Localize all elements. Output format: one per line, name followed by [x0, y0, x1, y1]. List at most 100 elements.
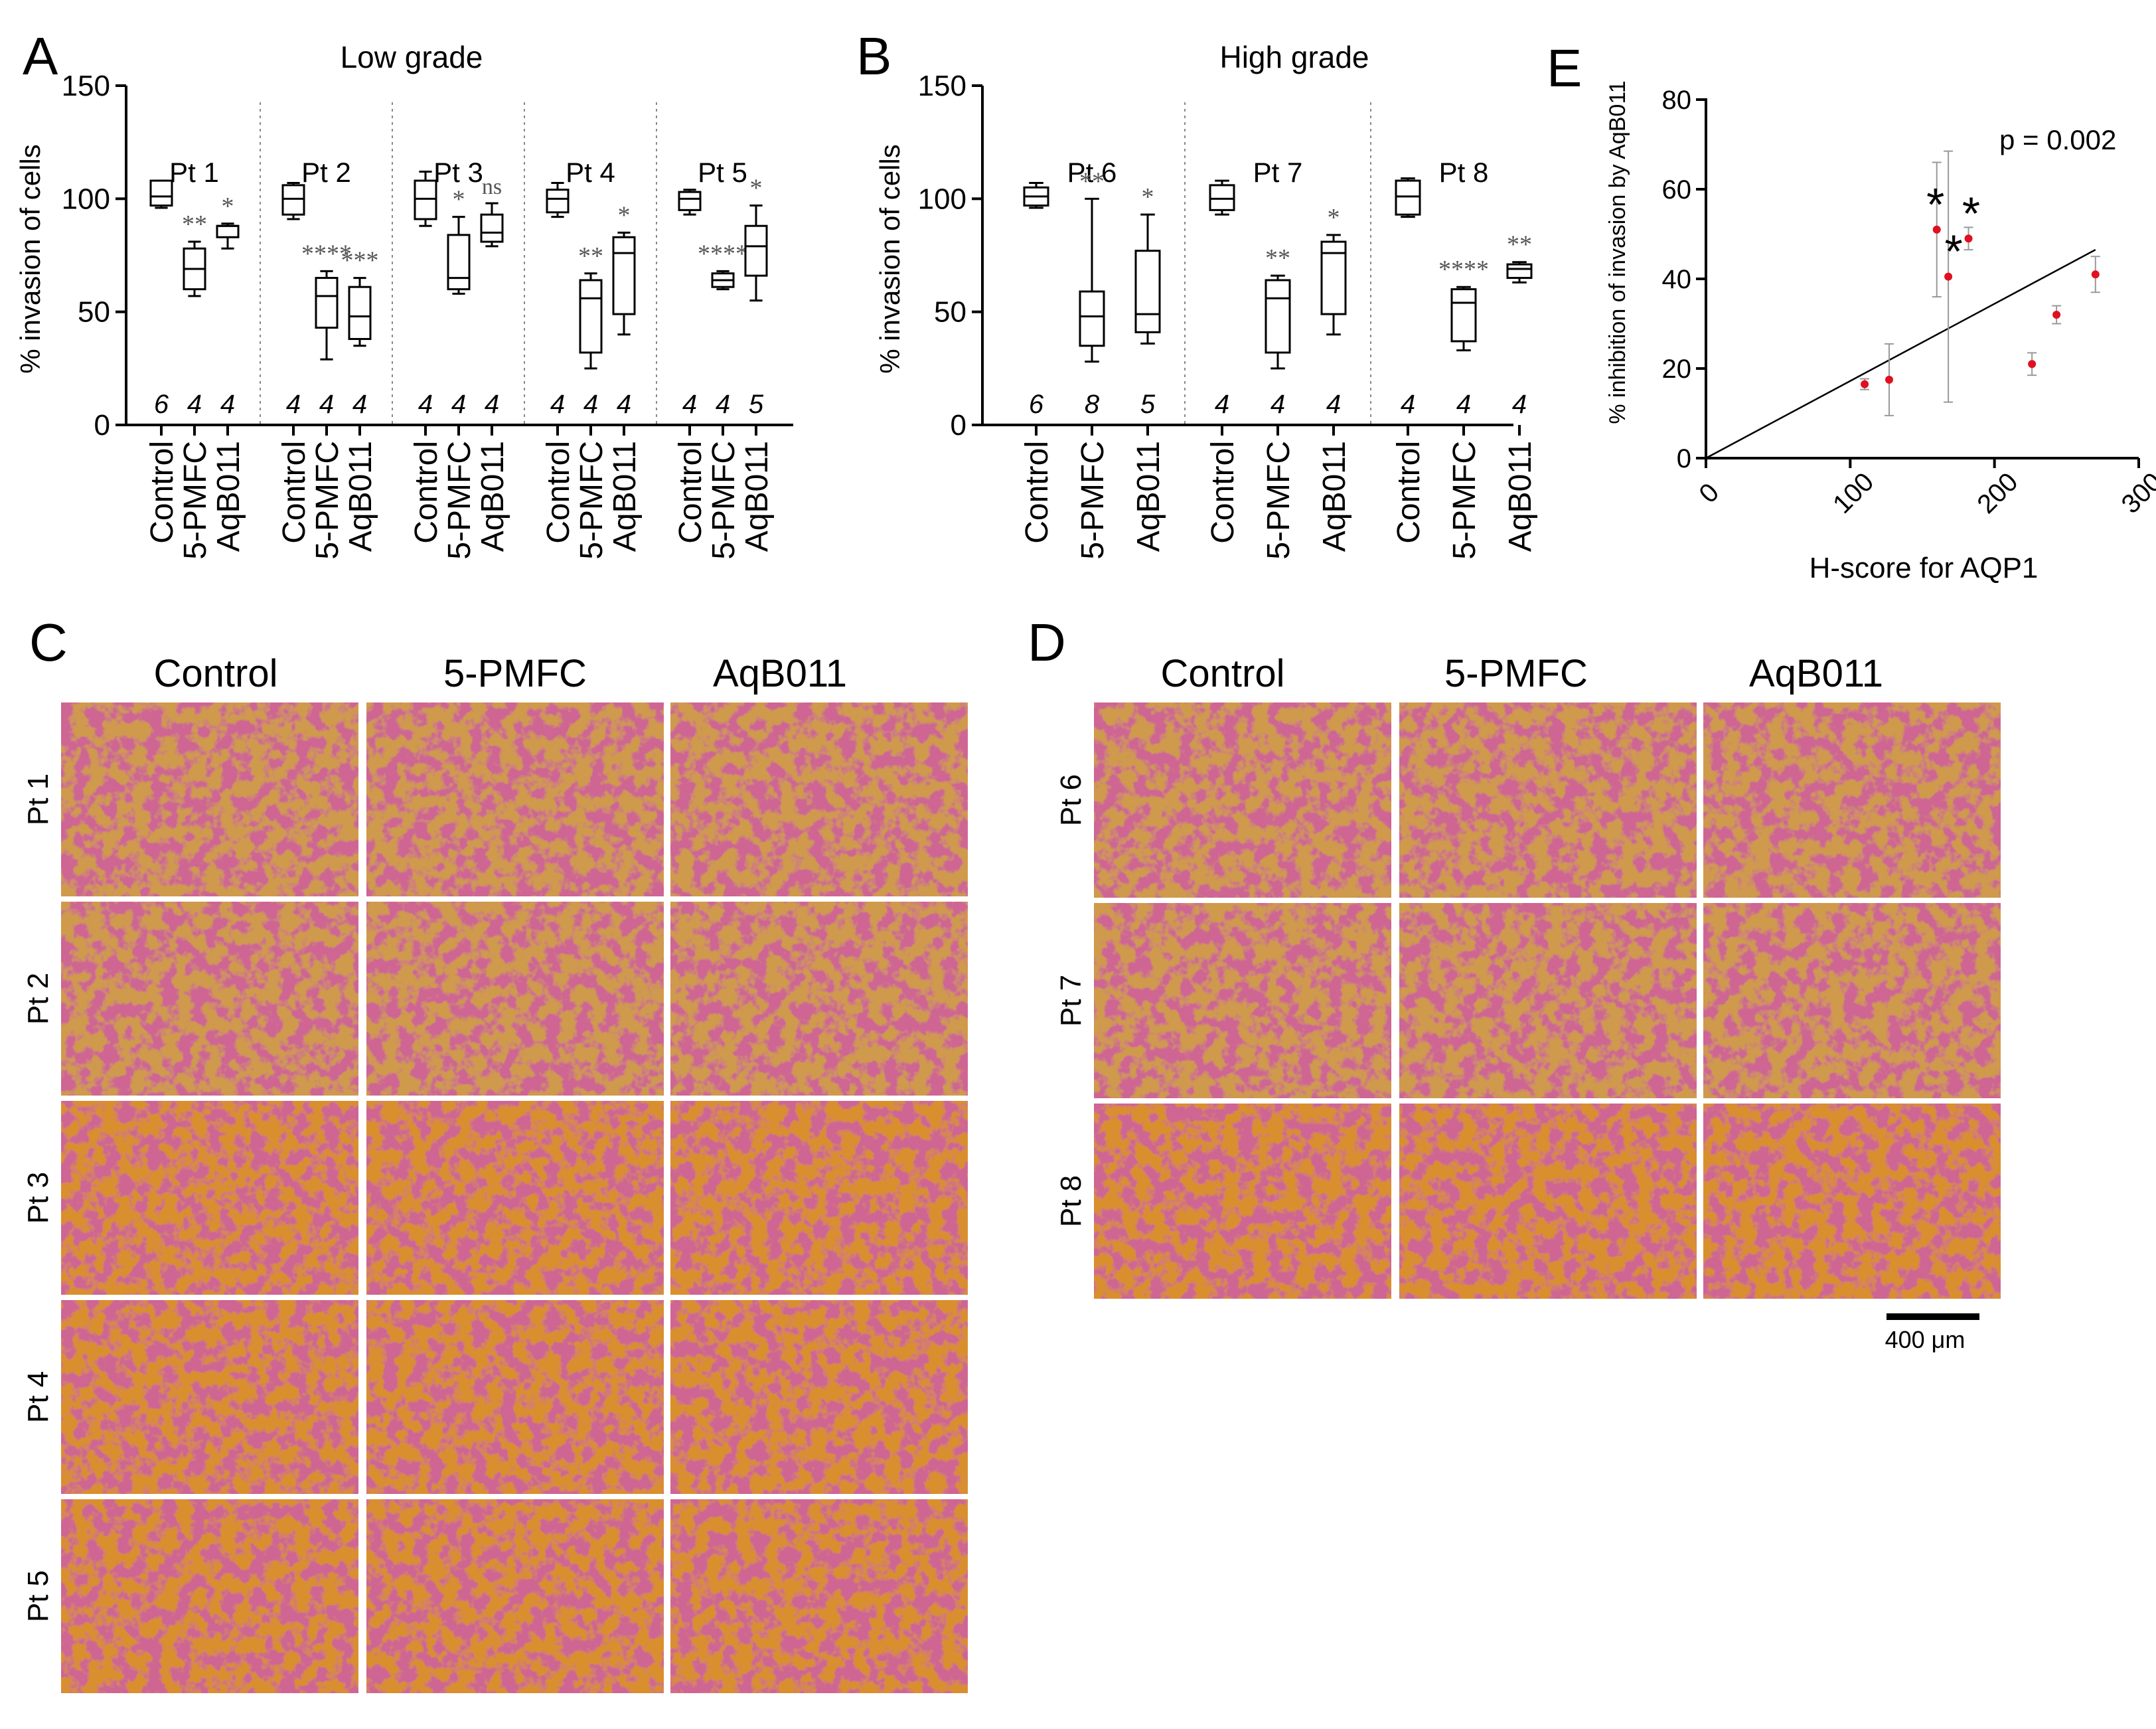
box-pt-5-5-pmfc-significance: ****	[698, 240, 748, 268]
box-pt-2-aqb011-significance: ***	[341, 247, 379, 275]
box-pt-8-aqb011-significance: **	[1507, 231, 1532, 259]
panel-letter-a: A	[23, 27, 58, 86]
box-pt-8-aqb011-x-label: AqB011	[1503, 441, 1538, 552]
box-pt-6-control-n: 6	[1029, 390, 1044, 419]
micrograph-pt-5-aqb011	[670, 1499, 968, 1693]
box-pt-5-aqb011-x-label: AqB011	[739, 441, 775, 552]
panel-letter-e: E	[1547, 39, 1582, 98]
box-pt-2-aqb011-x-label: AqB011	[343, 441, 378, 552]
box-pt-3-aqb011-n: 4	[485, 390, 499, 419]
x-tick-label-e-300: 300	[2116, 467, 2156, 519]
micrograph-pt-1-5-pmfc	[366, 702, 664, 896]
significance-star-1: *	[1944, 226, 1962, 278]
box-pt-1-5-pmfc-x-label: 5-PMFC	[178, 441, 213, 560]
box-pt-8-aqb011-iqr	[1506, 263, 1533, 280]
box-pt-7-aqb011-x-label: AqB011	[1317, 441, 1352, 552]
significance-star-2: *	[1962, 187, 1980, 239]
micrograph-pt-6-control	[1094, 702, 1391, 898]
box-pt-6-aqb011-x-label: AqB011	[1131, 441, 1166, 552]
box-pt-5-control-iqr	[678, 191, 702, 211]
row-label-pt-6: Pt 6	[1055, 774, 1087, 826]
box-pt-6-5-pmfc-significance: **	[1079, 167, 1105, 195]
row-label-pt-2: Pt 2	[22, 973, 54, 1025]
box-pt-1-aqb011-x-label: AqB011	[211, 441, 246, 552]
row-label-pt-5: Pt 5	[22, 1570, 54, 1622]
micrograph-pt-4-5-pmfc	[366, 1300, 664, 1494]
micrograph-pt-1-aqb011	[670, 702, 968, 896]
group-label-pt-7: Pt 7	[1253, 157, 1303, 188]
box-pt-4-aqb011-iqr	[612, 236, 636, 315]
row-label-pt-1: Pt 1	[22, 774, 54, 825]
group-label-pt-4: Pt 4	[566, 157, 615, 188]
box-pt-8-5-pmfc-n: 4	[1456, 390, 1471, 419]
row-label-pt-4: Pt 4	[22, 1371, 54, 1423]
micrograph-pt-7-5-pmfc	[1399, 903, 1697, 1098]
scatter-plot-inhibition: % inhibition of invasion by AqB011 H-sco…	[1605, 80, 2156, 584]
data-point-1	[1885, 375, 1894, 384]
box-pt-1-5-pmfc-n: 4	[187, 390, 202, 419]
box-pt-4-aqb011-n: 4	[617, 390, 631, 419]
box-pt-2-control-iqr	[281, 184, 305, 216]
box-pt-6-aqb011-iqr	[1134, 250, 1161, 333]
box-plot-high-grade: High grade % invasion of cells 0 50 100 150…	[874, 40, 1538, 560]
micrograph-pt-8-control	[1094, 1104, 1391, 1299]
column-header-aqb011-d: AqB011	[1749, 652, 1883, 695]
y-tick-label-e-0: 0	[1677, 444, 1691, 473]
box-pt-5-aqb011-significance: *	[750, 175, 763, 203]
micrograph-pt-3-control	[61, 1101, 358, 1295]
box-pt-3-5-pmfc-iqr	[447, 234, 471, 291]
box-pt-8-control-iqr	[1395, 179, 1421, 216]
box-pt-4-aqb011-significance: *	[618, 201, 631, 229]
chart-title-high-grade: High grade	[1219, 40, 1369, 74]
column-header-5pmfc-d: 5-PMFC	[1444, 652, 1588, 695]
regression-line	[1705, 249, 2096, 459]
y-tick-label-b-0: 0	[951, 409, 966, 442]
y-tick-label-e-20: 20	[1662, 355, 1692, 384]
box-pt-1-control-iqr	[149, 179, 173, 207]
group-label-pt-8: Pt 8	[1439, 157, 1489, 188]
box-pt-6-aqb011-significance: *	[1142, 183, 1154, 211]
box-pt-6-5-pmfc-n: 8	[1085, 390, 1100, 419]
y-axis-label-a: % invasion of cells	[15, 144, 46, 374]
box-pt-4-control-iqr	[546, 189, 570, 214]
micrograph-pt-6-aqb011	[1703, 702, 2001, 898]
group-label-pt-6: Pt 6	[1067, 157, 1117, 188]
box-pt-2-5-pmfc-iqr	[315, 277, 339, 329]
box-pt-5-control-n: 4	[682, 390, 697, 419]
box-pt-4-5-pmfc-iqr	[579, 279, 603, 354]
x-tick-label-e-200: 200	[1971, 467, 2023, 519]
column-header-control-d: Control	[1161, 652, 1285, 695]
micrograph-grid-low-grade: Control 5-PMFC AqB011 Pt 1 Pt 2 Pt 3 Pt 4 Pt…	[22, 652, 968, 1693]
box-pt-2-aqb011-n: 4	[352, 390, 367, 419]
micrograph-grid-high-grade: Control 5-PMFC AqB011 400 μm Pt 6 Pt 7 Pt …	[1055, 652, 2001, 1353]
micrograph-pt-7-control	[1094, 903, 1391, 1098]
box-pt-1-control-x-label: Control	[145, 441, 180, 544]
micrograph-pt-5-control	[61, 1499, 358, 1693]
micrograph-pt-2-control	[61, 902, 358, 1096]
x-tick-label-e-0: 0	[1693, 477, 1725, 509]
micrograph-pt-5-5-pmfc	[366, 1499, 664, 1693]
box-pt-4-aqb011-x-label: AqB011	[607, 441, 643, 552]
box-pt-6-control-x-label: Control	[1020, 441, 1055, 544]
box-pt-5-control-x-label: Control	[673, 441, 708, 544]
chart-title-low-grade: Low grade	[341, 40, 483, 74]
micrograph-pt-2-aqb011	[670, 902, 968, 1096]
box-pt-4-control-x-label: Control	[541, 441, 576, 544]
box-pt-3-5-pmfc-x-label: 5-PMFC	[442, 441, 477, 560]
y-axis-label-e: % inhibition of invasion by AqB011	[1605, 80, 1630, 424]
box-pt-1-aqb011-significance: *	[222, 193, 234, 220]
column-header-5pmfc-c: 5-PMFC	[443, 652, 587, 695]
box-pt-3-control-x-label: Control	[409, 441, 444, 544]
box-pt-3-control-iqr	[414, 179, 437, 220]
group-label-pt-2: Pt 2	[301, 157, 351, 188]
micrograph-pt-8-aqb011	[1703, 1104, 2001, 1299]
column-header-control-c: Control	[154, 652, 278, 695]
y-tick-label-e-60: 60	[1662, 175, 1692, 205]
box-pt-1-control-n: 6	[154, 390, 169, 419]
x-tick-label-e-100: 100	[1827, 467, 1879, 519]
data-point-3	[1944, 272, 1953, 281]
micrograph-pt-4-control	[61, 1300, 358, 1494]
box-pt-7-5-pmfc-x-label: 5-PMFC	[1261, 441, 1296, 560]
box-pt-5-5-pmfc-n: 4	[716, 390, 730, 419]
